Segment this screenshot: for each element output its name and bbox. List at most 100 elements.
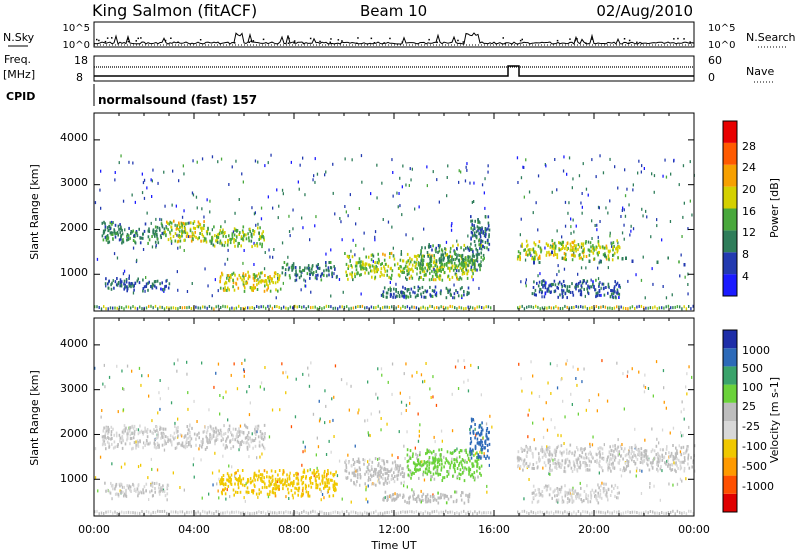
scatter-cell <box>573 251 575 255</box>
echo-cell-2 <box>302 470 305 474</box>
echo-cell-5 <box>394 497 397 501</box>
echo-cell-6 <box>465 261 467 265</box>
echo-cell-3 <box>397 470 400 474</box>
scatter-cell <box>217 489 219 493</box>
ground-scatter-cell <box>557 510 559 514</box>
scatter-cell <box>635 469 638 473</box>
echo-cell-7 <box>427 254 429 258</box>
noise-dot <box>585 42 587 44</box>
echo-cell-2 <box>296 476 299 480</box>
scatter-cell <box>651 427 653 431</box>
scatter-cell <box>523 195 525 199</box>
ground-scatter-cell <box>683 511 685 515</box>
scatter-cell <box>544 280 546 284</box>
echo-cell-6 <box>405 265 407 269</box>
echo-cell-6 <box>347 256 350 259</box>
echo-cell-5 <box>331 275 334 279</box>
echo-cell-4 <box>245 282 247 286</box>
ground-scatter-cell <box>116 306 118 310</box>
scatter-cell <box>358 408 360 412</box>
echo-cell-9 <box>424 289 427 293</box>
echo-cell-0 <box>252 446 254 450</box>
scatter-cell <box>525 158 527 162</box>
echo-cell-8 <box>484 240 487 244</box>
echo-cell-1 <box>180 224 183 228</box>
ground-scatter-cell <box>553 512 555 515</box>
ground-scatter-cell <box>645 306 647 310</box>
scatter-cell <box>132 291 135 295</box>
ground-scatter-cell <box>613 510 616 514</box>
ground-scatter-cell <box>276 511 278 515</box>
echo-cell-7 <box>480 264 482 268</box>
echo-cell-1 <box>189 229 192 233</box>
ground-scatter-cell <box>433 306 436 310</box>
echo-cell-5 <box>291 264 294 267</box>
echo-cell-4 <box>441 479 444 482</box>
scatter-cell <box>138 366 141 370</box>
echo-cell-6 <box>439 267 442 271</box>
echo-cell-8 <box>470 237 472 241</box>
echo-cell-1 <box>123 494 125 498</box>
echo-cell-10 <box>548 250 550 254</box>
scatter-cell <box>473 200 475 203</box>
ground-scatter-cell <box>231 510 233 514</box>
echo-cell-3 <box>394 475 396 478</box>
ground-scatter-cell <box>528 512 530 515</box>
echo-cell-4 <box>433 477 436 481</box>
scatter-cell <box>535 201 537 205</box>
echo-cell-12 <box>578 289 580 293</box>
ground-scatter-cell <box>136 307 139 311</box>
scatter-cell <box>554 158 556 161</box>
echo-cell-10 <box>572 241 575 245</box>
echo-cell-2 <box>206 230 209 234</box>
echo-cell-0 <box>240 443 243 446</box>
echo-cell-2 <box>287 483 290 487</box>
echo-cell-6 <box>386 269 389 273</box>
ground-scatter-cell <box>487 511 490 514</box>
echo-cell-9 <box>466 290 469 294</box>
echo-cell-0 <box>161 427 163 431</box>
echo-cell-2 <box>259 226 261 230</box>
ground-scatter-cell <box>220 306 222 309</box>
scatter-cell <box>392 246 394 250</box>
ground-scatter-cell <box>249 306 251 310</box>
echo-cell-4 <box>426 472 429 476</box>
echo-cell-5 <box>421 498 423 502</box>
echo-cell-4 <box>429 461 431 465</box>
echo-cell-5 <box>299 266 301 270</box>
echo-cell-5 <box>307 264 310 268</box>
echo-cell-2 <box>230 483 233 486</box>
echo-cell-2 <box>279 477 281 481</box>
echo-cell-2 <box>234 244 236 248</box>
ground-scatter-cell <box>472 306 474 310</box>
ground-scatter-cell <box>602 511 604 515</box>
scatter-cell <box>399 391 401 395</box>
colorbar-segment-1 <box>723 252 737 275</box>
echo-cell-0 <box>149 429 152 433</box>
echo-cell-8 <box>477 218 479 222</box>
ground-scatter-cell <box>100 511 103 515</box>
ground-scatter-cell <box>636 305 638 309</box>
echo-cell-10 <box>611 258 614 262</box>
echo-cell-0 <box>221 437 224 440</box>
echo-cell-1 <box>115 492 118 496</box>
echo-cell-4 <box>413 461 415 465</box>
echo-cell-0 <box>145 439 148 442</box>
scatter-cell <box>367 500 369 504</box>
ground-scatter-cell <box>310 510 312 514</box>
echo-cell-2 <box>263 476 265 480</box>
echo-cell-2 <box>236 229 239 232</box>
echo-cell-12 <box>603 293 606 297</box>
echo-cell-2 <box>296 471 298 475</box>
ground-scatter-cell <box>676 509 679 513</box>
echo-cell-6 <box>437 275 440 279</box>
echo-cell-4 <box>461 463 463 467</box>
echo-cell-3 <box>345 463 347 467</box>
scatter-cell <box>135 440 137 444</box>
echo-cell-0 <box>254 430 257 434</box>
echo-cell-2 <box>237 486 240 490</box>
nave-label: Nave <box>746 65 774 78</box>
scatter-cell <box>233 362 235 366</box>
echo-cell-2 <box>305 475 307 479</box>
scatter-cell <box>211 228 213 232</box>
